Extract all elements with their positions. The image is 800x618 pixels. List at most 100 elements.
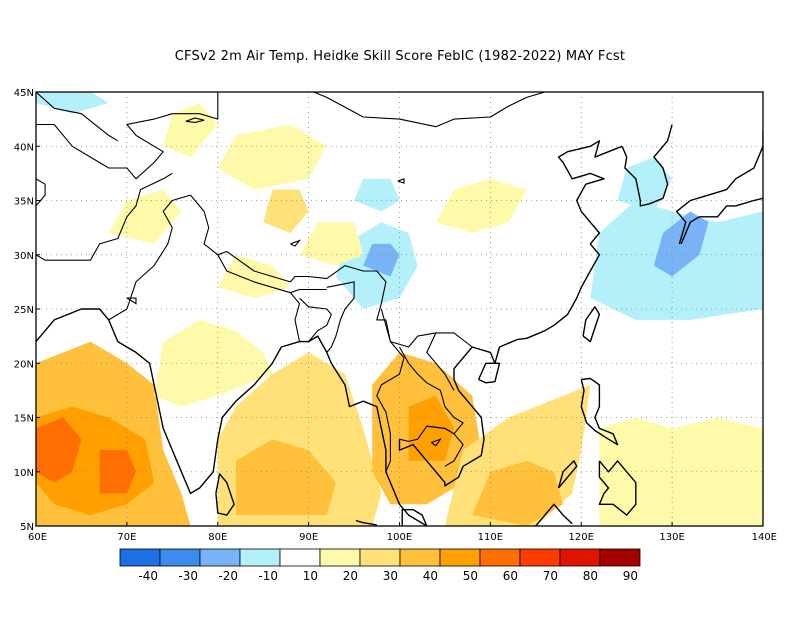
border-bangladesh (289, 292, 332, 343)
colorbar-label-90: 90 (623, 569, 638, 583)
colorbar-swatch-12 (599, 548, 641, 567)
coastline-malay (401, 509, 428, 526)
region-indochina-core (408, 395, 454, 461)
coastline-palawan (557, 460, 578, 489)
colorbar-label-60: 60 (503, 569, 518, 583)
coastline-hainan (477, 362, 501, 384)
latitude-labels: 45N 40N 35N 30N 25N 20N 15N 10N 5N (14, 88, 40, 533)
coastline-luzon (580, 377, 619, 446)
colorbar-swatch-6 (359, 548, 401, 567)
colorbar-label--40: -40 (138, 569, 158, 583)
region-tibet-cool-core (363, 243, 400, 277)
region-central-india (154, 319, 273, 407)
colorbar-label-50: 50 (463, 569, 478, 583)
lat-label-20N: 20N (14, 359, 34, 370)
lon-label-100E: 100E (387, 532, 412, 543)
region-china-east-yellow (435, 178, 527, 233)
border-myanmar-east (326, 281, 355, 353)
coastline-korea (621, 124, 673, 207)
lake-qinghai (397, 178, 405, 184)
lake-tonle (430, 438, 442, 447)
border-laos (399, 346, 464, 442)
border-kazakh (36, 92, 119, 142)
coastline-japan-south (680, 197, 763, 245)
lat-label-35N: 35N (14, 197, 34, 208)
colorbar-label--10: -10 (258, 569, 278, 583)
lon-label-120E: 120E (569, 532, 594, 543)
gridlines (36, 92, 763, 526)
lon-label-90E: 90E (299, 532, 318, 543)
region-kyrgyz-yellow (163, 102, 218, 158)
coastline-sumatra-tip (355, 519, 377, 526)
coastline-arabia-coast (36, 308, 110, 343)
region-mongolia-yellow (217, 124, 327, 190)
region-kunlun-yellow (299, 222, 364, 266)
colorbar-label--30: -30 (178, 569, 198, 583)
lat-label-25N: 25N (14, 305, 34, 316)
lon-label-130E: 130E (659, 532, 684, 543)
colorbar-swatch-10 (519, 548, 561, 567)
colorbar-swatch-2 (199, 548, 241, 567)
region-arabian-sea-hot (36, 417, 82, 483)
coastline-taiwan (582, 306, 601, 343)
colorbar-swatch-11 (559, 548, 601, 567)
coastline-india-coast (108, 319, 428, 526)
region-japan-cool (653, 211, 709, 277)
lat-label-45N: 45N (14, 88, 34, 99)
region-korea-cool (617, 157, 673, 212)
coastline-china-coast (472, 140, 623, 364)
longitude-labels: 60E 70E 80E 90E 100E 110E 120E 130E 140E (28, 522, 777, 543)
coastline-visayas-mindanao (598, 460, 637, 516)
colorbar-label-20: 20 (343, 569, 358, 583)
colorbar-swatch-4 (279, 548, 321, 567)
colorbar-label-30: 30 (383, 569, 398, 583)
colorbar-label-70: 70 (543, 569, 558, 583)
border-afghanistan (36, 172, 173, 261)
border-nepal-bhutan (217, 254, 327, 294)
lat-label-5N: 5N (20, 522, 34, 533)
colorbar-swatch-1 (159, 548, 201, 567)
lon-label-140E: 140E (752, 532, 777, 543)
coastline-gulf-thailand (398, 346, 485, 487)
colorbar: -40 -30 -20 -10 10 20 30 40 50 60 70 80 90 (119, 548, 641, 583)
lake-issyk (185, 117, 205, 123)
border-cambodia (426, 425, 464, 467)
region-pakistan-yellow (108, 189, 182, 244)
coastline-srilanka (215, 473, 235, 516)
colorbar-swatch-8 (439, 548, 481, 567)
lake-balkhash (163, 76, 209, 82)
lat-label-15N: 15N (14, 414, 34, 425)
lat-label-40N: 40N (14, 142, 34, 153)
lon-label-70E: 70E (117, 532, 136, 543)
region-bay-core (235, 439, 336, 516)
skill-score-fill (36, 92, 763, 526)
border-iran-border (36, 178, 46, 207)
lon-label-60E: 60E (28, 532, 47, 543)
border-central-asia (36, 92, 219, 180)
coastline-borneo (535, 503, 573, 526)
lake-lake-1 (126, 297, 137, 305)
colorbar-swatch-3 (239, 548, 281, 567)
region-tarim-yellow (263, 189, 309, 233)
coastlines-and-borders (36, 76, 763, 526)
region-scs-core (472, 460, 564, 526)
lon-label-110E: 110E (478, 532, 503, 543)
colorbar-swatch-9 (479, 548, 521, 567)
region-china-north-cool (354, 178, 400, 212)
colorbar-label-40: 40 (423, 569, 438, 583)
colorbar-label-80: 80 (583, 569, 598, 583)
colorbar-swatch-0 (119, 548, 161, 567)
lon-label-80E: 80E (208, 532, 227, 543)
map-title: CFSv2 2m Air Temp. Heidke Skill Score Fe… (174, 49, 626, 64)
border-thai-myanmar (376, 308, 405, 473)
colorbar-label--20: -20 (218, 569, 238, 583)
border-mongolia (281, 92, 546, 128)
lat-label-30N: 30N (14, 251, 34, 262)
colorbar-swatch-7 (399, 548, 441, 567)
lake-tibet-lakes (290, 239, 302, 247)
colorbar-swatch-5 (319, 548, 361, 567)
border-vietnam-laos (426, 332, 455, 391)
lat-label-10N: 10N (14, 468, 34, 479)
coastline-japan-honshu (676, 130, 763, 245)
